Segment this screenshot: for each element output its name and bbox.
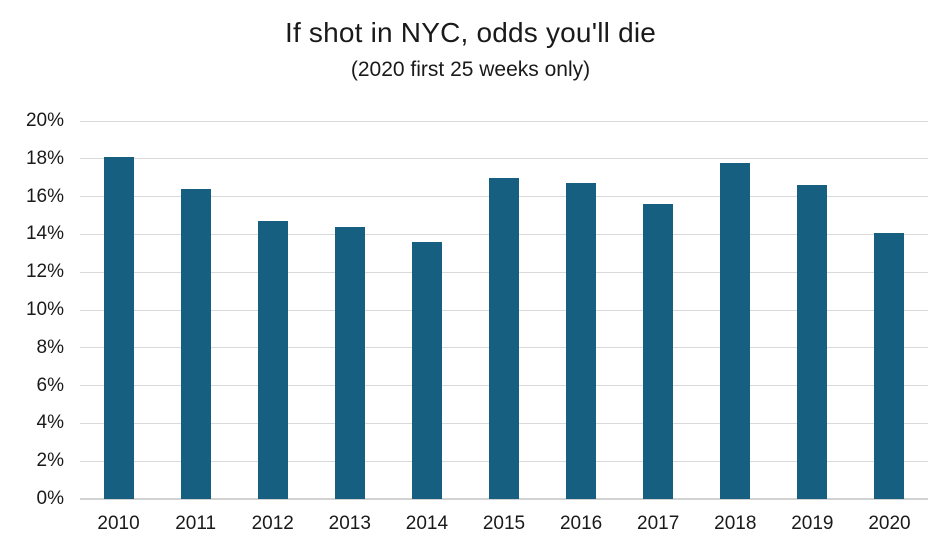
- x-axis-tick-label: 2011: [175, 513, 217, 534]
- gridline: [80, 158, 928, 160]
- bar-2014: [411, 241, 442, 499]
- bar-2010: [103, 156, 134, 499]
- x-axis-tick-label: 2019: [791, 513, 834, 534]
- x-axis-tick-label: 2012: [251, 513, 294, 534]
- plot-area: [80, 120, 928, 500]
- x-axis-tick-label: 2020: [868, 513, 911, 534]
- bar-2018: [720, 162, 751, 499]
- y-axis-tick-label: 18%: [25, 147, 64, 169]
- x-axis-labels: 2010 2011 2012 2013 2014 2015 2016 2017 2018 2019…: [80, 511, 928, 537]
- bar-2016: [566, 183, 597, 499]
- x-axis-line: [80, 498, 928, 500]
- y-axis-tick-label: 0%: [36, 488, 64, 509]
- y-axis-labels: 0% 2% 4% 6% 8% 10% 12% 14% 16% 18% 20%: [0, 110, 64, 509]
- bar-2017: [643, 204, 674, 499]
- y-axis-tick-label: 6%: [36, 374, 64, 396]
- gridline: [80, 120, 928, 122]
- y-axis-tick-label: 2%: [36, 450, 64, 472]
- x-axis-tick-label: 2015: [482, 513, 526, 534]
- y-axis-tick-label: 8%: [36, 336, 64, 358]
- x-axis-tick-label: 2018: [714, 513, 757, 534]
- chart-title: If shot in NYC, odds you'll die: [284, 17, 657, 48]
- x-axis-tick-label: 2013: [328, 513, 371, 534]
- x-axis-tick-label: 2010: [97, 513, 140, 534]
- x-axis-tick-label: 2016: [559, 513, 603, 534]
- y-axis-tick-label: 12%: [25, 261, 64, 283]
- bar-2020: [874, 232, 905, 499]
- bar-2013: [334, 226, 365, 499]
- y-axis-tick-label: 20%: [25, 110, 64, 131]
- y-axis-tick-label: 4%: [36, 412, 64, 434]
- chart-subtitle: (2020 first 25 weeks only): [350, 58, 591, 81]
- bar-2019: [797, 185, 828, 499]
- x-axis-tick-label: 2014: [405, 513, 449, 534]
- y-axis-tick-label: 14%: [25, 223, 64, 245]
- y-axis-tick-label: 10%: [25, 299, 64, 320]
- bar-2011: [180, 189, 211, 499]
- x-axis-tick-label: 2017: [637, 513, 680, 534]
- bar-2012: [257, 221, 288, 499]
- y-axis-tick-label: 16%: [25, 185, 64, 207]
- bar-2015: [489, 177, 519, 499]
